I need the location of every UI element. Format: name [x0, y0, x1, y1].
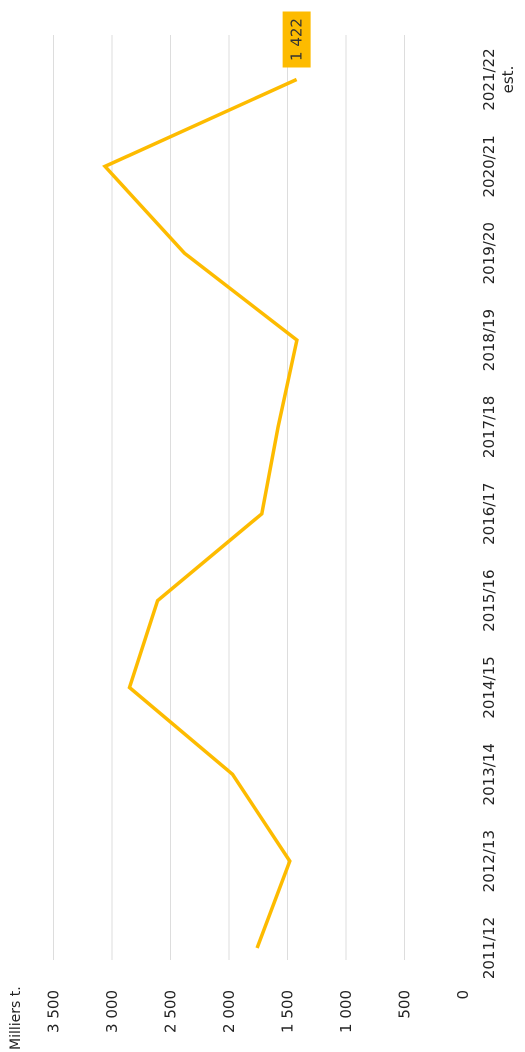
- data-label: 1 422: [288, 18, 306, 61]
- value-tick-label: 3 000: [103, 990, 121, 1033]
- category-label: 2016/17: [480, 483, 498, 545]
- value-axis-ticks: 0 500 1 000 1 500 2 000 2 500 3 000 3 500: [45, 990, 473, 1033]
- category-label: 2020/21: [480, 135, 498, 197]
- value-tick-label: 0: [454, 990, 472, 1000]
- series-line-group: [102, 77, 299, 949]
- value-tick-label: 500: [396, 990, 414, 1019]
- category-label: 2015/16: [480, 569, 498, 631]
- category-label: 2018/19: [480, 309, 498, 371]
- unit-label: Milliers t.: [8, 986, 24, 1050]
- value-tick-label: 1 500: [279, 990, 297, 1033]
- value-tick-label: 2 500: [162, 990, 180, 1033]
- category-label: 2021/22: [480, 48, 498, 110]
- series-line: [102, 77, 299, 949]
- data-label-group: 1 422: [282, 11, 311, 68]
- category-label: 2012/13: [480, 830, 498, 892]
- category-sublabel: est.: [499, 66, 517, 94]
- category-axis-labels: 2011/12 2012/13 2013/14 2014/15 2015/16 2016/…: [480, 48, 517, 979]
- category-label: 2013/14: [480, 743, 498, 805]
- category-label: 2017/18: [480, 396, 498, 458]
- value-tick-label: 2 000: [220, 990, 238, 1033]
- data-label-background: [282, 11, 311, 68]
- value-tick-label: 1 000: [337, 990, 355, 1033]
- gridlines: [53, 35, 405, 960]
- category-label: 2019/20: [480, 222, 498, 284]
- value-tick-label: 3 500: [45, 990, 63, 1033]
- category-label: 2011/12: [480, 917, 498, 979]
- category-label: 2014/15: [480, 656, 498, 718]
